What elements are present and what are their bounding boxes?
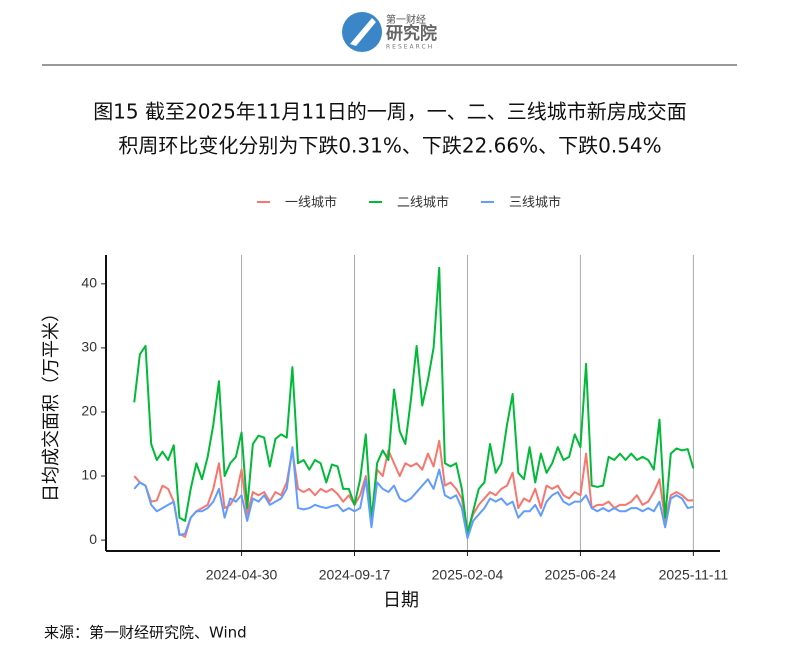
y-tick-label: 10 [81,467,97,483]
x-axis-title: 日期 [383,590,419,611]
series-line [133,446,694,540]
legend-label: 一线城市 [285,195,337,211]
chart-title: 积周环比变化分别为下跌0.31%、下跌22.66%、下跌0.54% [118,134,661,158]
brand: 研究院 [386,23,437,44]
y-tick-label: 30 [81,339,97,355]
x-tick-label: 2025-11-11 [659,567,729,583]
y-tick-label: 40 [81,275,97,291]
x-tick-label: 2025-02-04 [432,567,504,583]
x-tick-label: 2024-09-17 [319,567,391,583]
legend-label: 三线城市 [509,195,561,211]
y-tick-label: 0 [89,531,97,547]
chart-title: 图15 截至2025年11月11日的一周，一、二、三线城市新房成交面 [93,100,687,124]
x-tick-label: 2024-04-30 [206,567,278,583]
source: 来源：第一财经研究院、Wind [44,624,247,642]
y-tick-label: 20 [81,403,97,419]
legend-label: 二线城市 [397,195,449,211]
x-tick-label: 2025-06-24 [545,567,617,583]
series-line [133,266,695,535]
logo-stroke [350,18,376,46]
brand-top: 第一财经 [386,13,426,26]
logo: 第一财经 研究院 RESEARCH [342,12,437,52]
y-axis-title: 日均成交面积（万平米） [41,304,62,502]
brand-sub: RESEARCH [386,44,434,51]
